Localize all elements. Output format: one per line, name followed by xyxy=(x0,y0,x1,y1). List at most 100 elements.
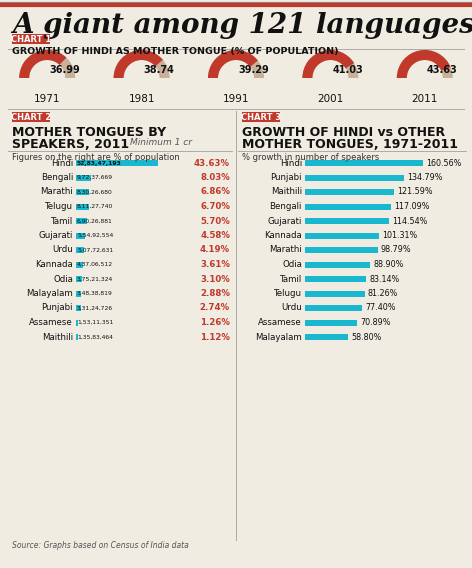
Text: 117.09%: 117.09% xyxy=(394,202,430,211)
Text: 3,31,24,726: 3,31,24,726 xyxy=(77,306,113,311)
Text: Malayalam: Malayalam xyxy=(26,289,73,298)
Text: 5,54,92,554: 5,54,92,554 xyxy=(77,233,113,238)
Text: Maithili: Maithili xyxy=(271,187,302,197)
FancyBboxPatch shape xyxy=(305,232,379,239)
Text: Kannada: Kannada xyxy=(264,231,302,240)
Text: 114.54%: 114.54% xyxy=(392,216,428,225)
Text: 88.90%: 88.90% xyxy=(373,260,404,269)
Text: Minimum 1 cr: Minimum 1 cr xyxy=(130,138,192,147)
Text: MOTHER TONGUES BY: MOTHER TONGUES BY xyxy=(12,126,166,139)
Text: 6.70%: 6.70% xyxy=(200,202,230,211)
FancyBboxPatch shape xyxy=(12,34,50,44)
Text: Hindi: Hindi xyxy=(51,158,73,168)
Text: Malayalam: Malayalam xyxy=(255,332,302,341)
Text: 4.19%: 4.19% xyxy=(200,245,230,254)
Text: 4.58%: 4.58% xyxy=(200,231,230,240)
Text: 43.63%: 43.63% xyxy=(194,158,230,168)
FancyBboxPatch shape xyxy=(76,247,84,253)
Text: 5,07,72,631: 5,07,72,631 xyxy=(77,248,113,253)
FancyBboxPatch shape xyxy=(76,276,82,282)
Wedge shape xyxy=(19,50,75,78)
Text: Marathi: Marathi xyxy=(269,245,302,254)
Text: Odia: Odia xyxy=(282,260,302,269)
Text: 6,90,26,881: 6,90,26,881 xyxy=(77,219,113,223)
Text: GROWTH OF HINDI AS MOTHER TONGUE (% OF POPULATION): GROWTH OF HINDI AS MOTHER TONGUE (% OF P… xyxy=(12,47,338,56)
Text: 3,75,21,324: 3,75,21,324 xyxy=(77,277,113,282)
Text: 52,83,47,193: 52,83,47,193 xyxy=(77,161,122,165)
Text: 83.14%: 83.14% xyxy=(369,274,399,283)
FancyBboxPatch shape xyxy=(305,218,389,224)
FancyBboxPatch shape xyxy=(12,112,50,122)
Text: 160.56%: 160.56% xyxy=(426,158,461,168)
Text: Hindi: Hindi xyxy=(280,158,302,168)
Text: MOTHER TONGUES, 1971-2011: MOTHER TONGUES, 1971-2011 xyxy=(242,138,458,151)
Text: CHART 2: CHART 2 xyxy=(11,112,51,122)
Text: Gujarati: Gujarati xyxy=(268,216,302,225)
Text: 1.26%: 1.26% xyxy=(200,318,230,327)
FancyBboxPatch shape xyxy=(305,290,365,296)
Text: 9,72,37,669: 9,72,37,669 xyxy=(77,175,113,180)
Text: Bengali: Bengali xyxy=(41,173,73,182)
Text: SPEAKERS, 2011: SPEAKERS, 2011 xyxy=(12,138,129,151)
Text: Gujarati: Gujarati xyxy=(39,231,73,240)
Text: 3.10%: 3.10% xyxy=(200,274,230,283)
FancyBboxPatch shape xyxy=(76,232,84,239)
Wedge shape xyxy=(114,50,169,78)
Wedge shape xyxy=(303,50,358,78)
Text: Telugu: Telugu xyxy=(45,202,73,211)
Text: Source: Graphs based on Census of India data: Source: Graphs based on Census of India … xyxy=(12,541,189,550)
Text: 36.99: 36.99 xyxy=(49,65,80,75)
FancyBboxPatch shape xyxy=(305,174,404,181)
FancyBboxPatch shape xyxy=(76,189,89,195)
FancyBboxPatch shape xyxy=(305,160,423,166)
FancyBboxPatch shape xyxy=(76,203,89,210)
Text: 2.88%: 2.88% xyxy=(200,289,230,298)
FancyBboxPatch shape xyxy=(305,189,395,195)
Text: 98.79%: 98.79% xyxy=(380,245,411,254)
FancyBboxPatch shape xyxy=(305,261,371,268)
FancyBboxPatch shape xyxy=(76,174,91,181)
FancyBboxPatch shape xyxy=(76,218,87,224)
Text: 41.03: 41.03 xyxy=(332,65,363,75)
FancyBboxPatch shape xyxy=(305,334,348,340)
Text: 6.86%: 6.86% xyxy=(200,187,230,197)
Text: Punjabi: Punjabi xyxy=(270,173,302,182)
Wedge shape xyxy=(397,50,453,78)
Text: Telugu: Telugu xyxy=(274,289,302,298)
Text: 2001: 2001 xyxy=(317,94,344,104)
Text: 4,37,06,512: 4,37,06,512 xyxy=(77,262,113,267)
Text: Assamese: Assamese xyxy=(29,318,73,327)
Text: 77.40%: 77.40% xyxy=(365,303,396,312)
Text: 2.74%: 2.74% xyxy=(200,303,230,312)
Text: Urdu: Urdu xyxy=(52,245,73,254)
FancyBboxPatch shape xyxy=(242,112,279,122)
Wedge shape xyxy=(19,50,67,78)
Text: 5.70%: 5.70% xyxy=(200,216,230,225)
Wedge shape xyxy=(208,50,258,78)
FancyBboxPatch shape xyxy=(76,290,81,296)
Text: Odia: Odia xyxy=(53,274,73,283)
FancyBboxPatch shape xyxy=(305,276,366,282)
Text: 3,48,38,819: 3,48,38,819 xyxy=(77,291,113,296)
Text: Urdu: Urdu xyxy=(281,303,302,312)
FancyBboxPatch shape xyxy=(76,334,78,340)
Text: Assamese: Assamese xyxy=(258,318,302,327)
Text: Tamil: Tamil xyxy=(280,274,302,283)
Text: 8,11,27,740: 8,11,27,740 xyxy=(77,204,113,209)
Text: Maithili: Maithili xyxy=(42,332,73,341)
Text: GROWTH OF HINDI vs OTHER: GROWTH OF HINDI vs OTHER xyxy=(242,126,445,139)
Text: 1,35,83,464: 1,35,83,464 xyxy=(77,335,113,340)
FancyBboxPatch shape xyxy=(305,319,357,325)
Text: 58.80%: 58.80% xyxy=(351,332,381,341)
Text: A giant among 121 languages: A giant among 121 languages xyxy=(12,12,472,39)
Text: 38.74: 38.74 xyxy=(143,65,175,75)
FancyBboxPatch shape xyxy=(305,247,378,253)
Text: 101.31%: 101.31% xyxy=(382,231,418,240)
Text: Marathi: Marathi xyxy=(40,187,73,197)
Text: Tamil: Tamil xyxy=(51,216,73,225)
Text: 8,30,26,680: 8,30,26,680 xyxy=(77,190,113,194)
Text: CHART 3: CHART 3 xyxy=(241,112,281,122)
Text: 134.79%: 134.79% xyxy=(407,173,443,182)
Wedge shape xyxy=(303,50,354,78)
Wedge shape xyxy=(208,50,264,78)
